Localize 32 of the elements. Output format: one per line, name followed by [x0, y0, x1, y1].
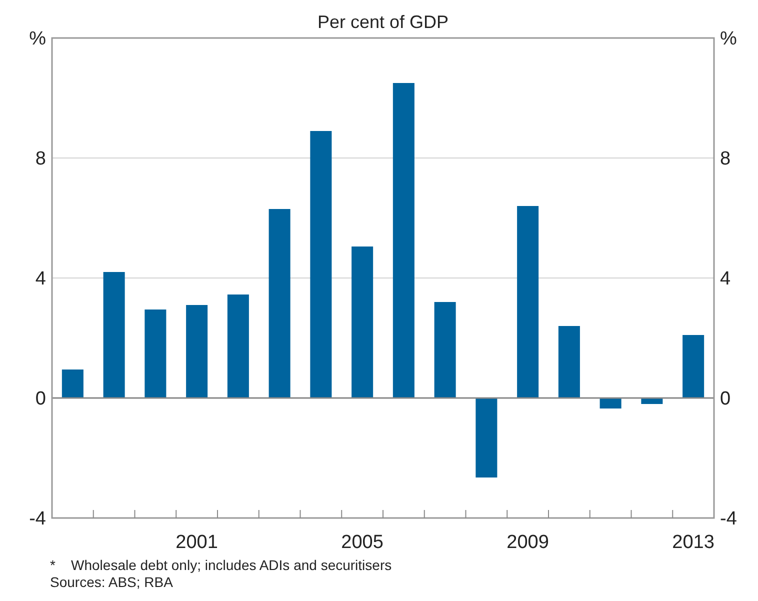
bar [517, 206, 539, 398]
y2-tick-label: -4 [720, 508, 738, 530]
bar [434, 302, 456, 398]
y2-tick-label: 0 [720, 388, 731, 410]
bar [392, 83, 414, 398]
y-tick-label: % [29, 28, 46, 50]
x-tick-label: 2013 [672, 532, 714, 553]
bar [62, 370, 84, 398]
chart-title: Per cent of GDP [317, 12, 449, 32]
bar [144, 310, 166, 398]
bar [310, 131, 332, 398]
bar [682, 335, 704, 398]
bar [186, 305, 208, 398]
y-tick-label: 8 [35, 148, 46, 170]
bar [476, 398, 498, 478]
bar [227, 294, 249, 398]
y-tick-label: 4 [35, 268, 46, 290]
source-note: Sources: ABS; RBA [50, 574, 174, 590]
bar [558, 326, 580, 398]
x-tick-label: 2005 [341, 532, 384, 553]
bar [352, 246, 374, 398]
y-tick-label: -4 [29, 508, 46, 530]
x-tick-label: 2009 [506, 532, 549, 553]
bar [268, 209, 290, 398]
y2-tick-label: 8 [720, 148, 731, 170]
y-tick-label: 0 [35, 388, 46, 410]
text: * Wholesale debt only; includes ADIs and securitisers [50, 557, 392, 573]
y2-tick-label: 4 [720, 268, 731, 290]
bar [103, 272, 125, 398]
bar [600, 398, 622, 408]
x-tick-label: 2001 [176, 532, 218, 553]
y2-tick-label: % [720, 28, 737, 50]
